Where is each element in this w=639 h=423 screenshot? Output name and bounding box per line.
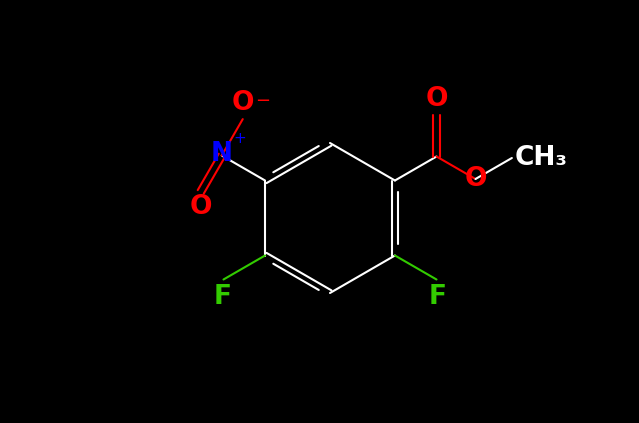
Text: F: F xyxy=(213,283,231,310)
Text: −: − xyxy=(255,92,270,110)
Text: CH₃: CH₃ xyxy=(515,145,567,171)
Text: O: O xyxy=(231,90,254,116)
Text: O: O xyxy=(190,194,212,220)
Text: F: F xyxy=(429,283,447,310)
Text: O: O xyxy=(426,85,448,112)
Text: +: + xyxy=(234,131,247,146)
Text: N: N xyxy=(211,140,233,167)
Text: O: O xyxy=(465,166,487,192)
